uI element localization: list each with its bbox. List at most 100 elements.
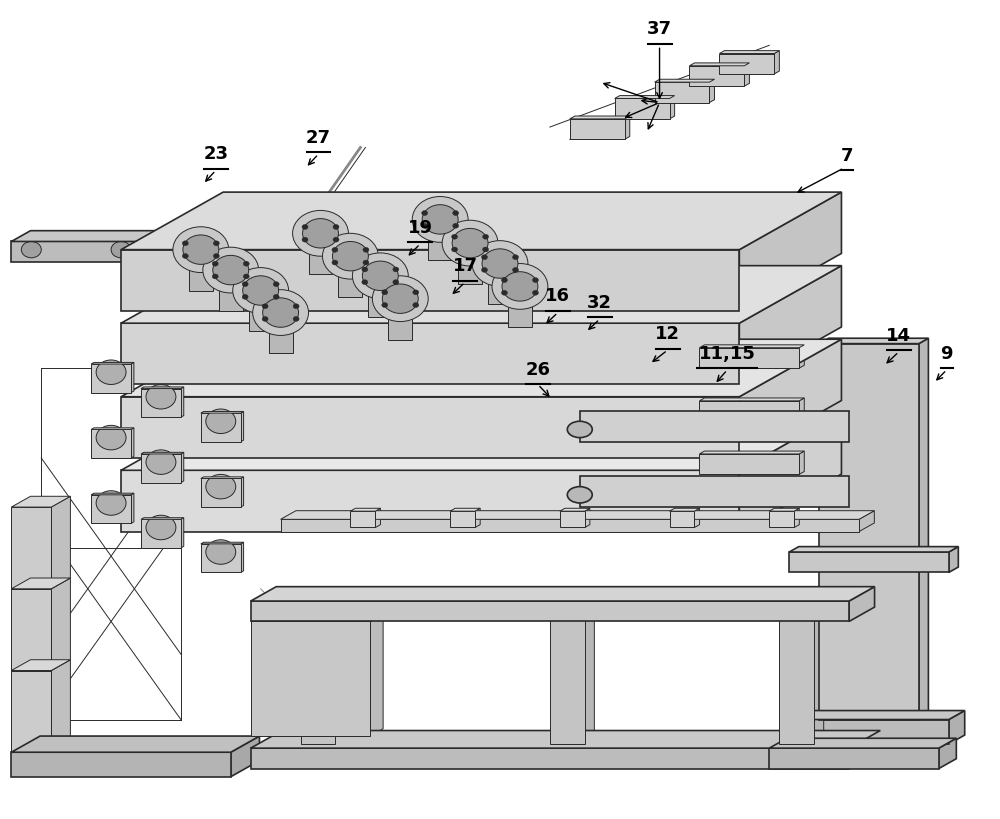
Polygon shape xyxy=(849,731,880,769)
Circle shape xyxy=(492,265,548,310)
Polygon shape xyxy=(450,509,480,512)
Circle shape xyxy=(183,236,219,265)
Polygon shape xyxy=(779,597,814,744)
Text: 23: 23 xyxy=(203,145,228,163)
Circle shape xyxy=(273,283,279,287)
Ellipse shape xyxy=(567,487,592,504)
Circle shape xyxy=(302,225,308,230)
Polygon shape xyxy=(699,451,804,455)
Circle shape xyxy=(273,295,279,300)
Polygon shape xyxy=(769,749,939,769)
Polygon shape xyxy=(739,266,841,385)
Text: 14: 14 xyxy=(886,326,911,344)
Polygon shape xyxy=(251,614,383,622)
Polygon shape xyxy=(51,660,70,753)
Polygon shape xyxy=(550,592,594,597)
Circle shape xyxy=(363,260,369,265)
Polygon shape xyxy=(121,397,739,459)
Polygon shape xyxy=(949,547,958,572)
Polygon shape xyxy=(181,387,184,418)
Polygon shape xyxy=(789,552,949,572)
Circle shape xyxy=(483,247,489,252)
Polygon shape xyxy=(739,192,841,311)
Circle shape xyxy=(173,228,229,274)
Polygon shape xyxy=(799,399,804,422)
FancyBboxPatch shape xyxy=(428,212,452,261)
Circle shape xyxy=(293,305,299,310)
Circle shape xyxy=(213,254,219,259)
Polygon shape xyxy=(91,428,134,430)
Polygon shape xyxy=(719,52,779,54)
Circle shape xyxy=(393,280,399,285)
Circle shape xyxy=(501,291,507,296)
Circle shape xyxy=(293,211,348,257)
Polygon shape xyxy=(11,589,51,671)
Polygon shape xyxy=(91,494,134,495)
Circle shape xyxy=(452,235,458,240)
Text: 11,15: 11,15 xyxy=(699,344,756,362)
Polygon shape xyxy=(121,471,739,532)
Circle shape xyxy=(472,242,528,287)
Circle shape xyxy=(482,250,518,279)
Circle shape xyxy=(203,248,259,293)
Circle shape xyxy=(352,254,408,299)
Polygon shape xyxy=(769,509,799,512)
Polygon shape xyxy=(949,711,965,744)
Polygon shape xyxy=(709,80,715,103)
Polygon shape xyxy=(694,509,700,528)
Circle shape xyxy=(146,516,176,540)
Circle shape xyxy=(303,219,338,249)
Polygon shape xyxy=(699,455,799,475)
Polygon shape xyxy=(11,508,51,589)
Polygon shape xyxy=(91,495,131,524)
Polygon shape xyxy=(744,64,749,87)
Polygon shape xyxy=(779,592,824,597)
FancyBboxPatch shape xyxy=(580,477,849,508)
Polygon shape xyxy=(670,97,675,120)
Polygon shape xyxy=(819,344,919,720)
Polygon shape xyxy=(769,512,794,528)
Circle shape xyxy=(242,295,248,300)
Polygon shape xyxy=(11,671,51,753)
Polygon shape xyxy=(819,339,928,344)
Circle shape xyxy=(452,229,488,259)
Polygon shape xyxy=(814,592,824,744)
Circle shape xyxy=(262,305,268,310)
Polygon shape xyxy=(699,346,804,348)
Polygon shape xyxy=(121,340,841,397)
Text: 27: 27 xyxy=(306,129,331,147)
Polygon shape xyxy=(585,509,590,528)
Circle shape xyxy=(206,475,236,500)
Polygon shape xyxy=(261,242,360,263)
Circle shape xyxy=(332,260,338,265)
Text: 9: 9 xyxy=(941,344,953,362)
Circle shape xyxy=(181,242,201,259)
Polygon shape xyxy=(251,731,880,749)
Circle shape xyxy=(481,256,487,260)
FancyBboxPatch shape xyxy=(580,411,849,442)
Polygon shape xyxy=(615,99,670,120)
Polygon shape xyxy=(11,578,70,589)
Polygon shape xyxy=(550,597,585,744)
Polygon shape xyxy=(789,547,958,552)
Polygon shape xyxy=(251,587,875,601)
Polygon shape xyxy=(131,363,134,393)
Circle shape xyxy=(96,491,126,516)
Circle shape xyxy=(212,274,218,279)
Circle shape xyxy=(382,303,388,308)
FancyBboxPatch shape xyxy=(388,291,412,340)
Text: 37: 37 xyxy=(647,20,672,38)
Polygon shape xyxy=(11,753,231,776)
Polygon shape xyxy=(789,711,965,720)
Polygon shape xyxy=(475,509,480,528)
Text: 32: 32 xyxy=(587,293,612,311)
Circle shape xyxy=(332,248,338,253)
Text: 26: 26 xyxy=(525,360,550,378)
Polygon shape xyxy=(181,453,184,483)
FancyBboxPatch shape xyxy=(508,279,532,328)
Ellipse shape xyxy=(567,422,592,438)
Circle shape xyxy=(532,291,538,296)
Circle shape xyxy=(452,247,458,252)
Circle shape xyxy=(263,298,299,328)
Polygon shape xyxy=(141,520,181,548)
